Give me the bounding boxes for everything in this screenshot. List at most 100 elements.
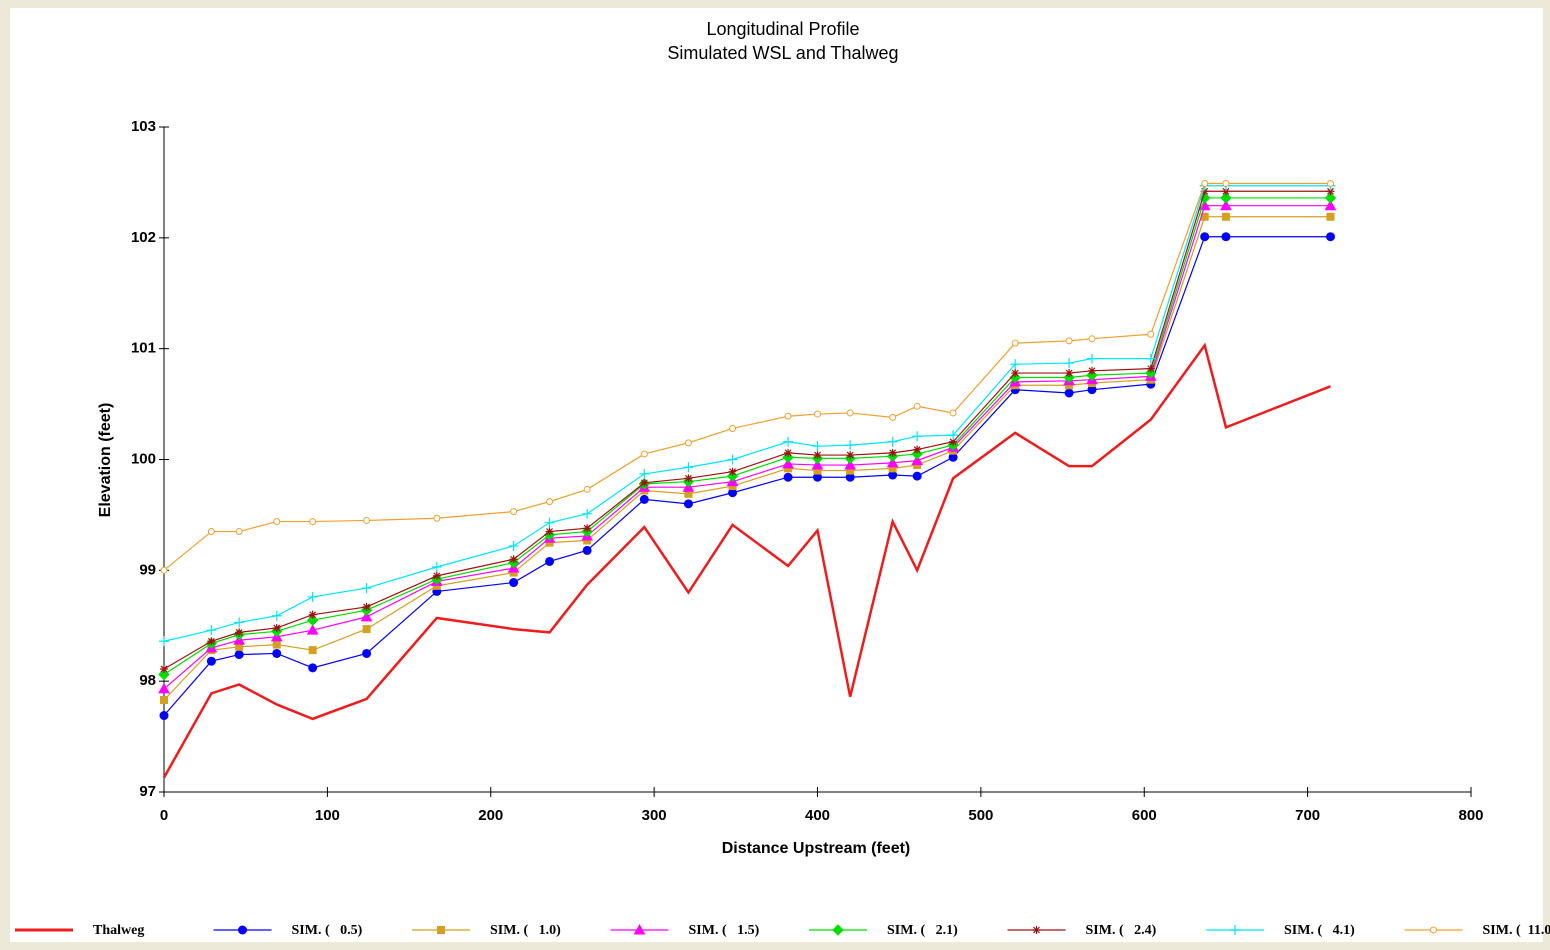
marker (1147, 330, 1155, 338)
marker (431, 562, 442, 573)
marker (583, 524, 592, 533)
marker (545, 527, 554, 536)
marker (949, 437, 958, 446)
marker (911, 454, 924, 466)
marker (363, 516, 371, 524)
x-tick-label: 500 (968, 807, 993, 824)
marker (683, 499, 693, 509)
marker (1222, 180, 1230, 188)
marker (306, 614, 319, 626)
marker (729, 424, 737, 432)
marker (1221, 212, 1230, 221)
marker (234, 617, 245, 628)
marker (1324, 199, 1337, 211)
marker (1326, 212, 1335, 221)
legend-label: SIM. ( 11.0) (1483, 923, 1550, 938)
marker (813, 451, 822, 460)
marker (207, 637, 216, 646)
legend-marker (832, 924, 844, 936)
marker (159, 711, 169, 721)
marker (811, 459, 824, 470)
legend-marker (238, 925, 247, 935)
marker (784, 412, 792, 420)
marker (1221, 232, 1231, 242)
marker (813, 472, 822, 482)
x-axis-title: Distance Upstream (feet) (722, 840, 911, 857)
y-axis-title: Elevation (feet) (97, 403, 114, 518)
legend-marker (1430, 926, 1437, 934)
legend-label: Thalweg (93, 923, 144, 938)
marker (544, 517, 555, 528)
marker (887, 436, 898, 447)
x-tick-label: 0 (160, 807, 168, 824)
marker (784, 448, 793, 457)
marker (888, 470, 898, 480)
series-line (162, 342, 1331, 779)
marker (814, 410, 821, 418)
x-tick-label: 100 (315, 807, 340, 824)
series-line (163, 182, 1331, 571)
marker (1011, 369, 1020, 378)
marker (206, 625, 217, 636)
marker (684, 474, 693, 483)
marker (307, 591, 318, 602)
marker (306, 624, 319, 635)
legend-marker (633, 923, 646, 935)
marker (362, 602, 371, 611)
x-tick-label: 400 (805, 807, 830, 824)
marker (640, 478, 649, 487)
chart-panel (10, 8, 1543, 942)
legend-label: SIM. ( 2.4) (1086, 923, 1157, 938)
marker (728, 467, 737, 476)
x-tick-label: 300 (642, 807, 667, 824)
marker (308, 663, 318, 673)
marker (911, 448, 923, 460)
marker (234, 650, 244, 660)
marker (235, 528, 243, 536)
y-tick-label: 103 (131, 118, 156, 135)
marker (206, 656, 216, 666)
marker (1146, 364, 1155, 373)
marker (812, 441, 823, 452)
marker (360, 610, 373, 622)
legend-label: SIM. ( 0.5) (292, 923, 363, 938)
marker (948, 452, 958, 462)
marker (1201, 180, 1209, 188)
marker (912, 431, 923, 442)
y-tick-label: 98 (139, 672, 156, 689)
marker (583, 485, 591, 493)
marker (272, 648, 282, 658)
marker (912, 471, 922, 481)
marker (844, 459, 857, 470)
marker (160, 566, 168, 574)
series-line (163, 185, 1331, 642)
marker (783, 472, 793, 482)
marker (1325, 232, 1335, 242)
marker (1065, 369, 1074, 378)
marker (1145, 353, 1156, 364)
marker (546, 498, 554, 506)
marker (1324, 192, 1337, 204)
marker (846, 409, 854, 417)
marker (948, 430, 959, 441)
marker (684, 489, 693, 498)
y-tick-label: 99 (139, 561, 156, 578)
marker (158, 682, 170, 694)
marker (362, 625, 371, 634)
marker (510, 508, 518, 516)
marker (582, 545, 592, 555)
marker (308, 610, 317, 619)
marker (846, 451, 855, 460)
marker (207, 528, 215, 536)
marker (160, 696, 168, 705)
marker (1200, 212, 1209, 221)
legend-marker (1230, 925, 1240, 935)
marker (845, 472, 855, 482)
marker (640, 450, 648, 458)
marker (1221, 187, 1230, 196)
marker (783, 436, 794, 447)
marker (949, 409, 957, 417)
y-tick-label: 100 (131, 450, 156, 467)
